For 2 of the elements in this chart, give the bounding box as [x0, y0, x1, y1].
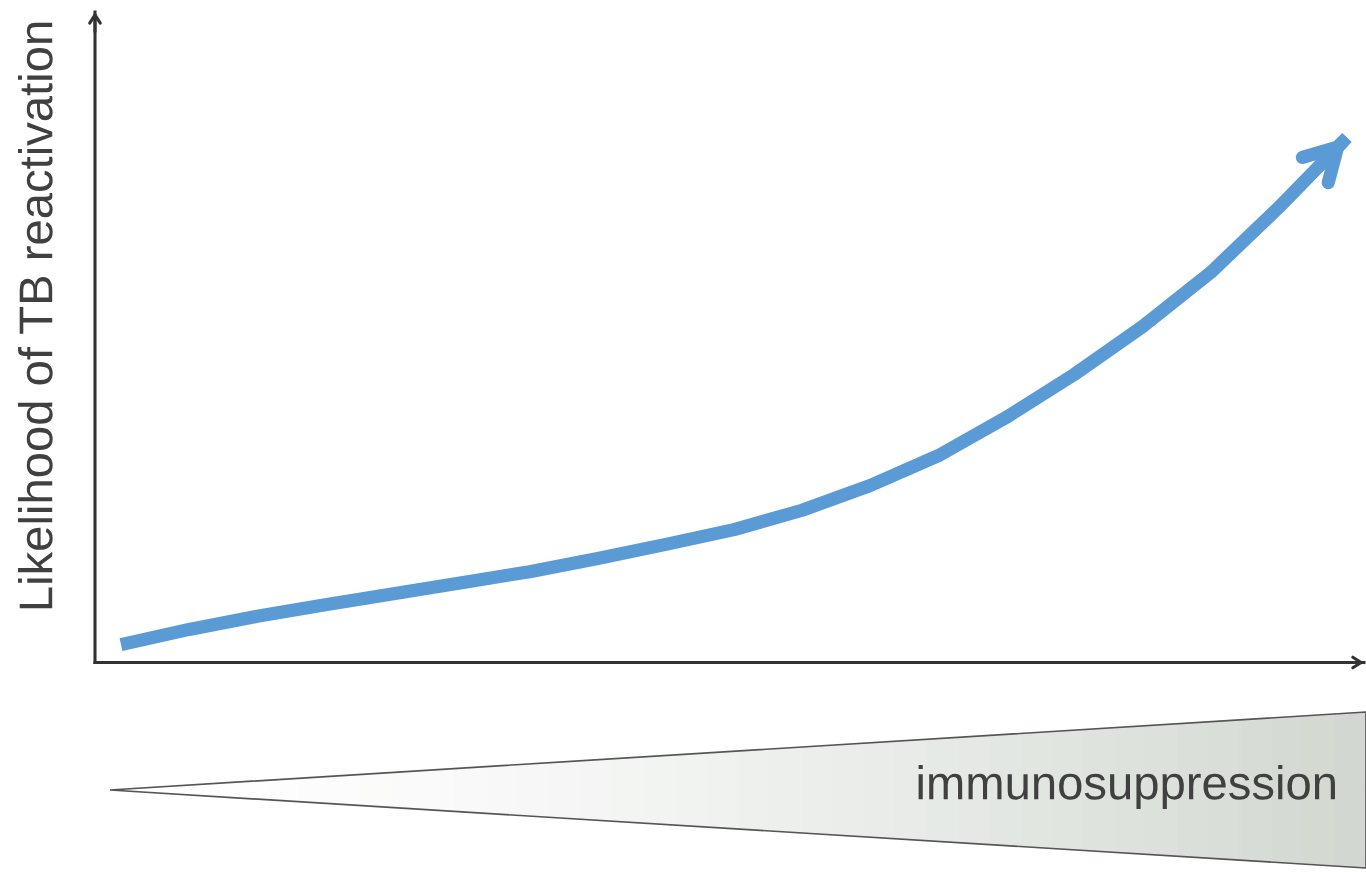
y-axis-title: Likelihood of TB reactivation [17, 22, 53, 609]
x-axis-title: immunosuppression [918, 764, 1335, 810]
